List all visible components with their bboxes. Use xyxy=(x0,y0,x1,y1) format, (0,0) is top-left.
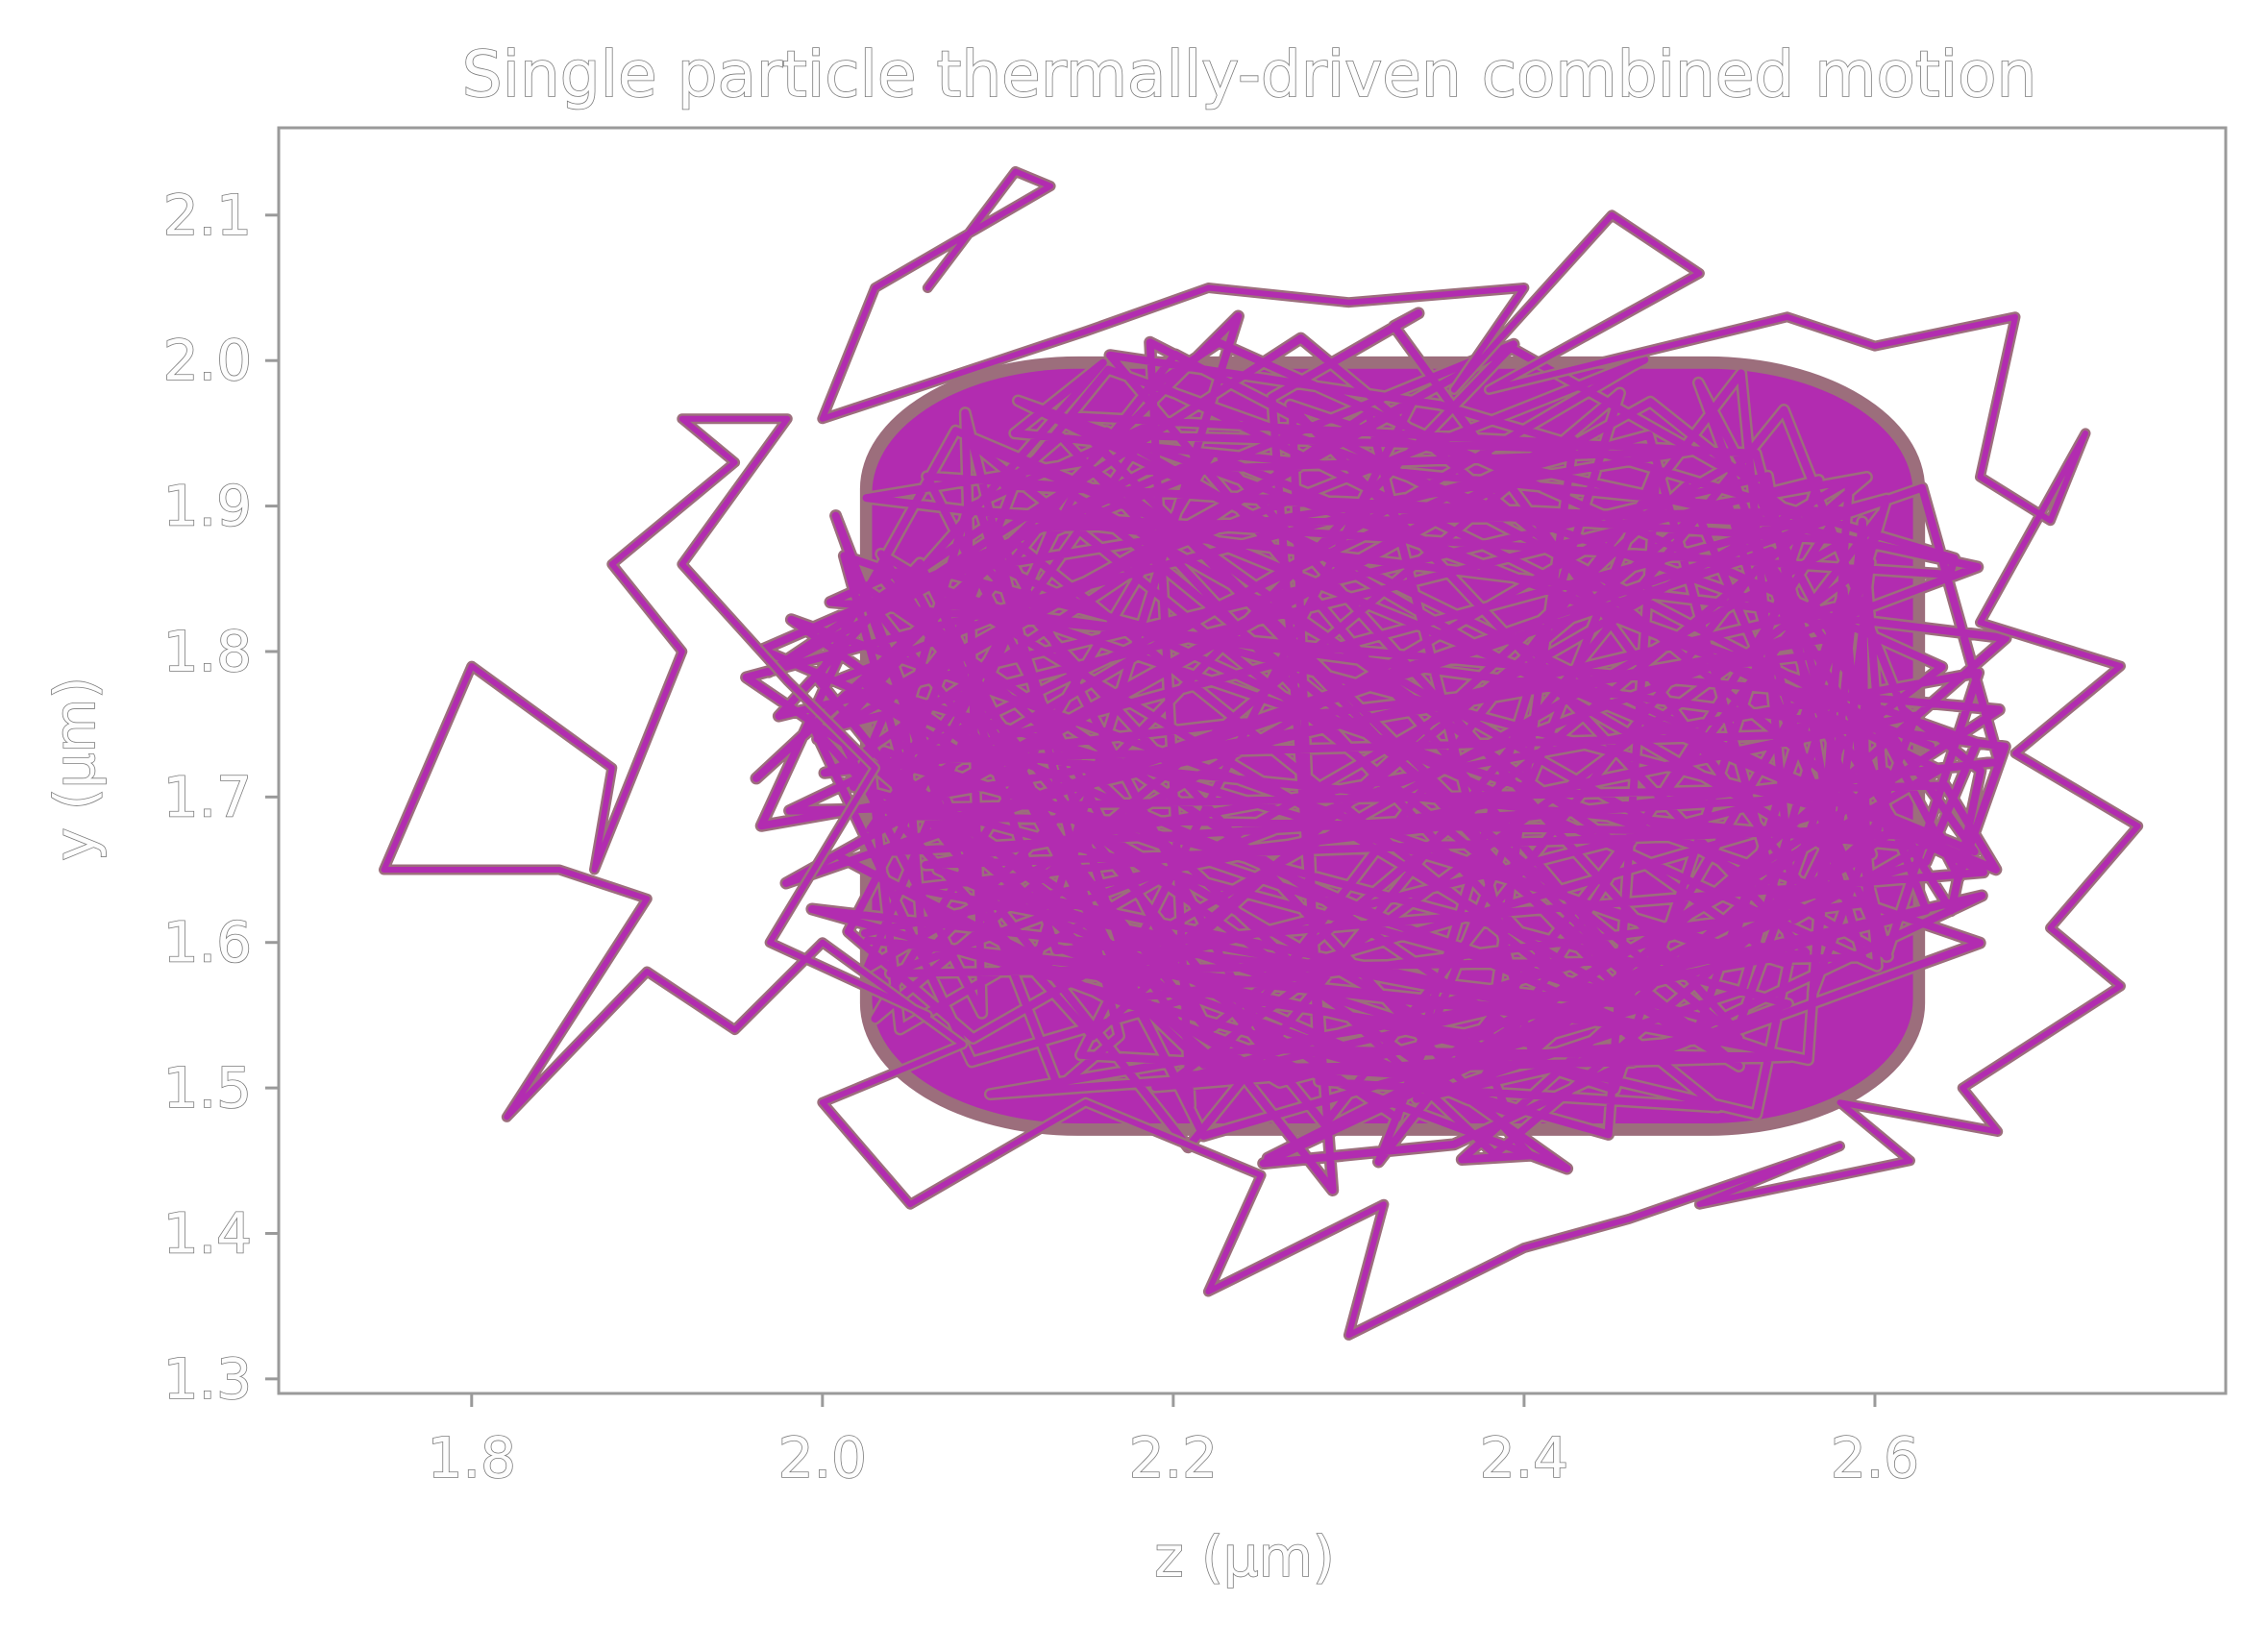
y-tick-label: 2.1 xyxy=(163,183,252,248)
x-tick-label: 2.0 xyxy=(778,1425,867,1490)
x-axis-label: z (µm) xyxy=(1154,1524,1335,1589)
chart-title: Single particle thermally-driven combine… xyxy=(462,37,2037,111)
y-axis-label: y (µm) xyxy=(42,677,108,860)
y-tick-label: 1.8 xyxy=(163,619,252,684)
y-tick-label: 1.9 xyxy=(163,474,252,539)
trajectory-excursion xyxy=(381,168,2141,1339)
y-axis: 1.3 1.4 1.5 1.6 1.7 1.8 1.9 2.0 2.1 xyxy=(162,182,279,1413)
y-tick-label: 1.3 xyxy=(163,1346,252,1412)
data-layer xyxy=(379,165,2144,1341)
x-tick-label: 2.2 xyxy=(1129,1425,1218,1490)
x-axis: 1.8 2.0 2.2 2.4 2.6 xyxy=(427,1393,1920,1491)
trajectory-web xyxy=(742,308,2010,1195)
y-tick-label: 2.0 xyxy=(163,328,252,393)
x-tick-label: 1.8 xyxy=(428,1425,516,1490)
y-tick-label: 1.4 xyxy=(163,1200,252,1266)
x-tick-label: 2.6 xyxy=(1831,1425,1919,1490)
y-tick-label: 1.7 xyxy=(163,764,252,829)
y-tick-label: 1.6 xyxy=(163,910,252,975)
x-tick-label: 2.4 xyxy=(1480,1425,1568,1490)
y-tick-label: 1.5 xyxy=(163,1055,252,1121)
